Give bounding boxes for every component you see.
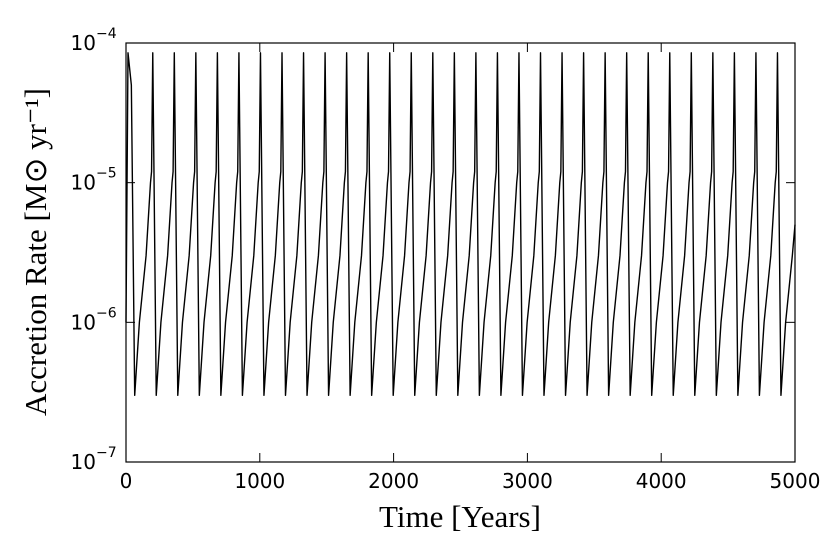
y-tick-base: 10 xyxy=(71,31,96,55)
y-tick-label: 10 xyxy=(71,171,96,195)
y-tick-base: 10 xyxy=(71,171,96,195)
y-tick-exponent: −7 xyxy=(96,445,117,461)
x-tick-label: 2000 xyxy=(368,469,419,493)
x-tick-label: 5000 xyxy=(770,469,821,493)
y-tick-label: 10 xyxy=(71,310,96,334)
y-tick-label: 10 xyxy=(71,31,96,55)
y-axis-label: Accretion Rate [M⊙ yr⁻¹] xyxy=(18,88,53,416)
y-tick-base: 10 xyxy=(71,310,96,334)
y-tick-exponent: −4 xyxy=(96,26,117,42)
x-axis-label: Time [Years] xyxy=(379,499,541,534)
y-tick-exponent: −6 xyxy=(96,305,117,321)
y-tick-base: 10 xyxy=(71,450,96,474)
y-tick-label: 10 xyxy=(71,450,96,474)
x-tick-label: 3000 xyxy=(502,469,553,493)
y-tick-exponent: −5 xyxy=(96,166,117,182)
plot-frame xyxy=(125,42,796,463)
x-tick-label: 0 xyxy=(120,469,133,493)
x-tick-label: 4000 xyxy=(636,469,687,493)
x-tick-label: 1000 xyxy=(234,469,285,493)
data-line xyxy=(125,52,796,397)
